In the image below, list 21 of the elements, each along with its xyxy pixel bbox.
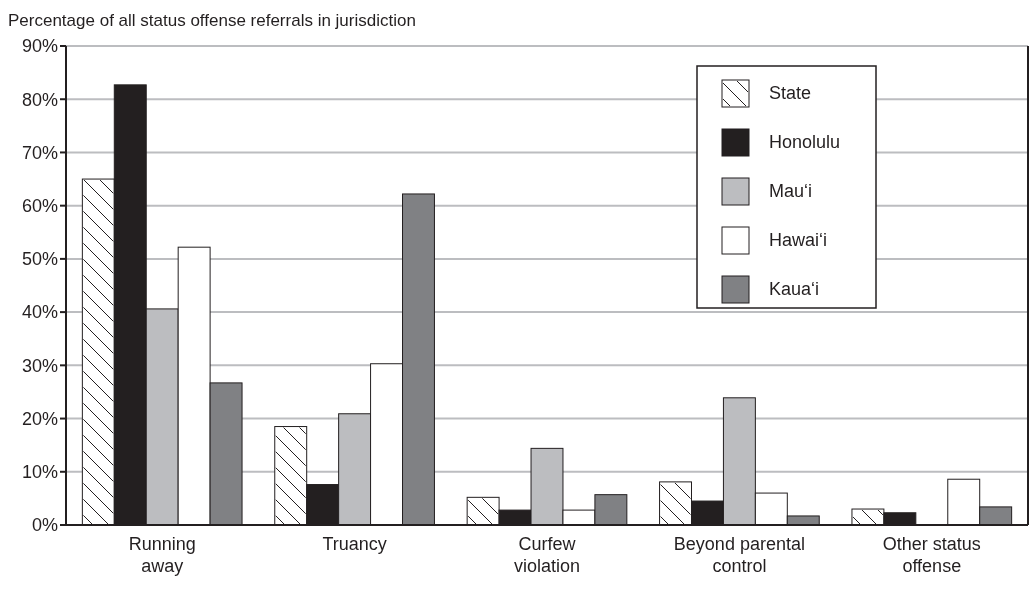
legend-label: Mauʻi bbox=[769, 181, 813, 202]
chart-title: Percentage of all status offense referrals in jurisdiction bbox=[8, 11, 416, 30]
x-tick-label: Curfew violation bbox=[513, 534, 581, 576]
y-tick-label: 50% bbox=[21, 249, 58, 270]
x-tick-label: Other status offense bbox=[882, 534, 981, 576]
legend-label: Hawaiʻi bbox=[769, 230, 828, 251]
y-tick-label: 10% bbox=[21, 462, 58, 483]
x-tick-label: Running away bbox=[128, 534, 196, 576]
y-tick-label: 90% bbox=[21, 36, 58, 57]
y-tick-label: 80% bbox=[21, 89, 58, 110]
y-tick-label: 70% bbox=[21, 142, 58, 163]
legend-label: Honolulu bbox=[769, 132, 841, 153]
y-tick-label: 20% bbox=[21, 408, 58, 429]
y-tick-label: 30% bbox=[21, 355, 58, 376]
y-tick-label: 60% bbox=[21, 195, 58, 216]
legend-label: Kauaʻi bbox=[769, 279, 820, 300]
y-tick-label: 0% bbox=[31, 515, 58, 536]
x-tick-label: Beyond parental control bbox=[673, 534, 805, 576]
x-tick-label: Truancy bbox=[322, 534, 387, 554]
y-tick-label: 40% bbox=[21, 302, 58, 323]
legend-label: State bbox=[769, 83, 812, 104]
